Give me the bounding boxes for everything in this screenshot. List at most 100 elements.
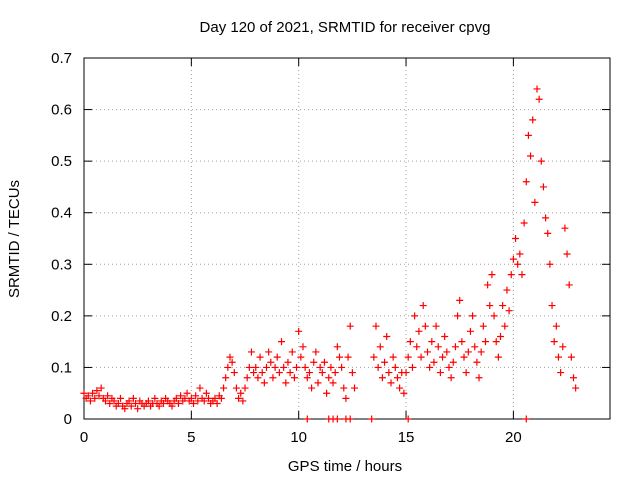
y-tick-label: 0.4	[51, 205, 72, 222]
data-point	[114, 400, 122, 408]
data-point	[325, 374, 333, 382]
data-point	[529, 116, 537, 124]
data-point	[544, 229, 552, 237]
data-point	[570, 374, 578, 382]
data-point	[492, 338, 500, 346]
y-tick-label: 0.3	[51, 256, 72, 273]
data-point	[217, 394, 225, 402]
data-point	[91, 394, 99, 402]
data-point	[196, 384, 204, 392]
data-point	[254, 374, 262, 382]
data-point	[428, 338, 436, 346]
data-point	[265, 348, 273, 356]
data-point	[475, 374, 483, 382]
data-point	[522, 178, 530, 186]
data-point	[192, 392, 200, 400]
data-point	[378, 374, 386, 382]
data-point	[232, 384, 240, 392]
data-point	[372, 322, 380, 330]
data-point	[286, 369, 294, 377]
data-point	[288, 348, 296, 356]
data-point	[376, 343, 384, 351]
data-point	[494, 353, 502, 361]
x-tick-label: 5	[187, 429, 195, 446]
data-point	[101, 397, 109, 405]
data-point	[441, 332, 449, 340]
data-point	[522, 415, 530, 423]
data-point	[389, 353, 397, 361]
data-point	[86, 397, 94, 405]
x-tick-label: 0	[80, 429, 88, 446]
data-point	[290, 374, 298, 382]
data-point	[458, 338, 466, 346]
data-point	[430, 358, 438, 366]
data-point	[293, 363, 301, 371]
data-point	[273, 353, 281, 361]
data-point	[404, 353, 412, 361]
data-point	[338, 363, 346, 371]
data-point	[445, 363, 453, 371]
data-point	[168, 402, 176, 410]
data-point	[305, 369, 313, 377]
data-point	[501, 322, 509, 330]
data-point	[172, 394, 180, 402]
data-point	[297, 353, 305, 361]
data-point	[252, 363, 260, 371]
data-point	[230, 369, 238, 377]
data-point	[537, 157, 545, 165]
data-point	[559, 343, 567, 351]
data-point	[278, 338, 286, 346]
data-point	[490, 312, 498, 320]
data-point	[505, 307, 513, 315]
data-point	[125, 397, 133, 405]
data-point	[282, 379, 290, 387]
data-point	[303, 415, 311, 423]
data-point	[533, 85, 541, 93]
data-point	[333, 415, 341, 423]
ticks: 0 0.1 0.2 0.3 0.4 0.5 0.6 0.7 0 5 10 15 20	[51, 50, 610, 446]
data-point	[348, 369, 356, 377]
data-point	[269, 374, 277, 382]
data-point	[432, 322, 440, 330]
data-point	[151, 394, 159, 402]
data-point	[181, 394, 189, 402]
data-point	[554, 353, 562, 361]
data-point	[344, 353, 352, 361]
data-point	[557, 369, 565, 377]
data-point	[454, 312, 462, 320]
data-point	[524, 131, 532, 139]
data-point	[565, 281, 573, 289]
data-point	[531, 198, 539, 206]
data-point	[280, 363, 288, 371]
data-point	[421, 322, 429, 330]
data-point	[391, 363, 399, 371]
data-point	[308, 384, 316, 392]
data-point	[514, 260, 522, 268]
y-tick-label: 0.7	[51, 50, 72, 67]
data-point	[241, 384, 249, 392]
data-point	[177, 392, 185, 400]
data-point	[439, 353, 447, 361]
data-point	[256, 353, 264, 361]
data-point	[275, 369, 283, 377]
data-point	[527, 152, 535, 160]
data-point	[572, 384, 580, 392]
data-point	[320, 358, 328, 366]
data-point	[211, 394, 219, 402]
data-point	[271, 363, 279, 371]
data-point	[567, 353, 575, 361]
data-point	[237, 389, 245, 397]
data-point	[250, 369, 258, 377]
data-point	[509, 255, 517, 263]
data-point	[351, 384, 359, 392]
data-point	[220, 384, 228, 392]
data-point	[477, 348, 485, 356]
data-point	[303, 374, 311, 382]
data-point	[436, 369, 444, 377]
data-point	[110, 397, 118, 405]
data-point	[106, 400, 114, 408]
data-point	[426, 363, 434, 371]
data-point	[486, 302, 494, 310]
data-point	[239, 397, 247, 405]
data-point	[155, 402, 163, 410]
